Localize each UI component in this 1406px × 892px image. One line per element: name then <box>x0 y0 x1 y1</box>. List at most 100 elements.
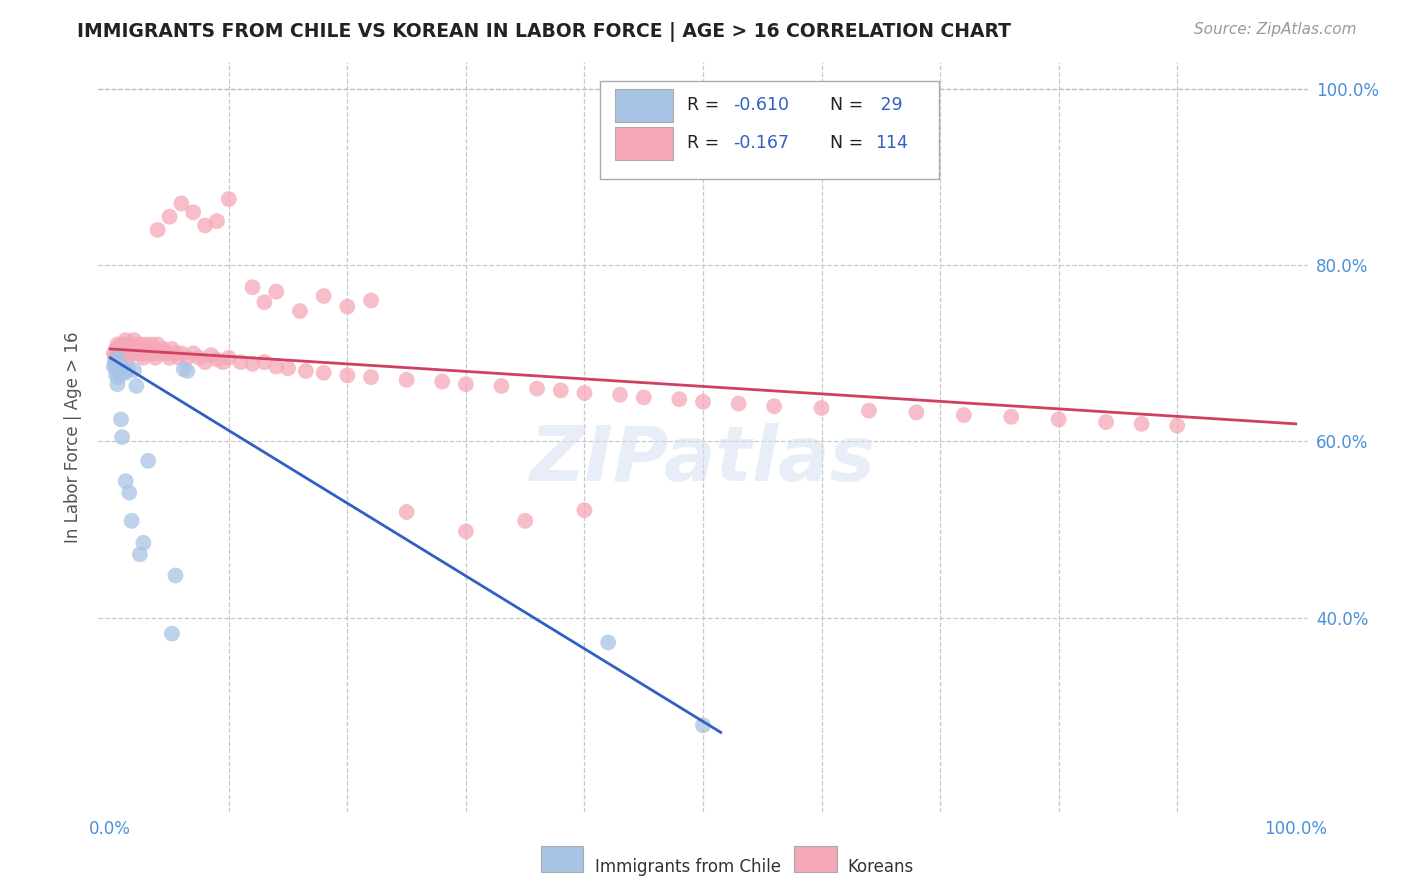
Text: 29: 29 <box>875 96 903 114</box>
Point <box>277 361 299 376</box>
Point <box>156 346 179 360</box>
Point <box>105 368 128 383</box>
Point <box>574 386 596 401</box>
Point <box>574 503 596 517</box>
Point <box>692 394 714 409</box>
Point <box>312 366 335 380</box>
Point <box>810 401 832 415</box>
Point <box>114 346 136 360</box>
Point <box>107 370 129 384</box>
Point <box>264 359 287 374</box>
Point <box>129 337 152 351</box>
Point <box>117 351 139 365</box>
Text: R =: R = <box>688 96 725 114</box>
Point <box>127 337 149 351</box>
Point <box>105 346 128 360</box>
Point <box>609 388 631 402</box>
Point <box>170 346 193 360</box>
Point <box>218 192 240 206</box>
Point <box>515 514 537 528</box>
Point <box>253 355 276 369</box>
Point <box>454 524 477 539</box>
Text: Source: ZipAtlas.com: Source: ZipAtlas.com <box>1194 22 1357 37</box>
Point <box>395 373 418 387</box>
Point <box>110 351 132 365</box>
Point <box>107 342 129 356</box>
Point <box>114 364 136 378</box>
Point <box>104 355 127 369</box>
Point <box>118 342 141 356</box>
Point <box>121 342 143 356</box>
Y-axis label: In Labor Force | Age > 16: In Labor Force | Age > 16 <box>65 331 83 543</box>
Point <box>117 362 139 376</box>
Point <box>135 346 157 360</box>
Point <box>121 337 143 351</box>
Point <box>115 346 138 360</box>
Point <box>288 304 311 318</box>
Point <box>668 392 690 407</box>
Point <box>763 399 786 413</box>
Point <box>336 300 359 314</box>
Point <box>121 514 143 528</box>
Text: 114: 114 <box>875 134 908 152</box>
Point <box>336 368 359 383</box>
Point <box>132 351 155 365</box>
Text: R =: R = <box>688 134 725 152</box>
Point <box>105 355 128 369</box>
Point <box>108 339 131 353</box>
Point <box>138 346 160 360</box>
Point <box>173 362 195 376</box>
Point <box>141 337 163 351</box>
Point <box>105 337 128 351</box>
Point <box>194 355 217 369</box>
Point <box>242 280 264 294</box>
Point <box>454 377 477 392</box>
Point <box>1166 418 1188 433</box>
Point <box>152 342 174 356</box>
Point <box>146 337 169 351</box>
Point <box>111 346 134 360</box>
Point <box>858 403 880 417</box>
Point <box>136 342 159 356</box>
Point <box>114 337 136 351</box>
FancyBboxPatch shape <box>614 89 672 122</box>
Point <box>395 505 418 519</box>
Point <box>181 346 204 360</box>
Point <box>108 364 131 378</box>
Point <box>159 210 181 224</box>
Point <box>131 346 153 360</box>
Point <box>550 384 572 398</box>
Point <box>114 333 136 347</box>
Point <box>105 342 128 356</box>
Point <box>124 342 146 356</box>
Point <box>104 351 127 365</box>
Point <box>110 412 132 426</box>
Point <box>135 346 157 360</box>
Point <box>136 454 159 468</box>
Point <box>112 361 135 376</box>
Point <box>242 357 264 371</box>
Point <box>108 346 131 360</box>
FancyBboxPatch shape <box>614 127 672 160</box>
Point <box>112 348 135 362</box>
Point <box>205 352 228 367</box>
Point <box>181 205 204 219</box>
Point <box>1130 417 1153 431</box>
Text: N =: N = <box>830 134 869 152</box>
Point <box>692 718 714 732</box>
Point <box>111 430 134 444</box>
Point <box>165 346 187 360</box>
Point <box>1047 412 1070 426</box>
Point <box>200 348 222 362</box>
FancyBboxPatch shape <box>600 81 939 178</box>
Point <box>118 485 141 500</box>
Point <box>142 346 165 360</box>
Point <box>218 351 240 365</box>
Point <box>295 364 318 378</box>
Point <box>149 346 172 360</box>
Point <box>360 370 382 384</box>
Point <box>122 363 145 377</box>
Point <box>194 219 217 233</box>
Point <box>176 364 198 378</box>
Point <box>176 351 198 365</box>
